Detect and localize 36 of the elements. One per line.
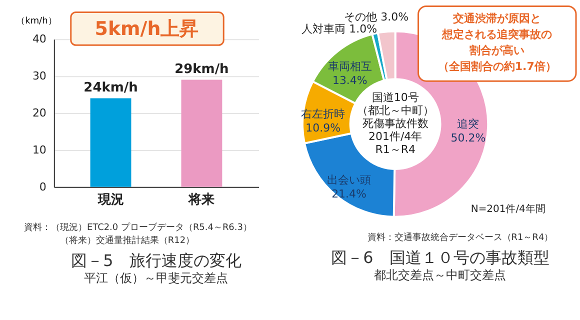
y-tick-label: 0 (39, 180, 46, 194)
text: 都北交差点～中町交差点 (374, 268, 506, 282)
y-axis-title: （km/h） (16, 16, 57, 27)
y-tick-label: 30 (32, 70, 46, 83)
data-label: 10.9% (306, 121, 341, 134)
y-tick-label: 10 (32, 143, 46, 156)
text: 割合が高い (468, 44, 525, 58)
data-label: 29km/h (174, 62, 229, 77)
text: 想定される追突事故の (441, 28, 552, 42)
text: （全国割合の約1.7倍） (438, 60, 556, 74)
slice-label: 出会い頭 (327, 173, 372, 186)
text: （将来）交通量推計結果（R12） (60, 234, 195, 246)
text: 国道10号 (372, 91, 419, 104)
text: N=201件/4年間 (470, 202, 546, 215)
text: 資料：交通事故統合データベース（R1～R4） (367, 232, 554, 243)
data-label: 50.2% (450, 132, 486, 145)
y-tick-label: 20 (32, 106, 46, 120)
text: 平江（仮）～甲斐元交差点 (84, 270, 228, 285)
data-label: 13.4% (332, 74, 368, 88)
slice-label: 車両相互 (328, 60, 372, 74)
text: 交通渋滞が原因と (452, 12, 542, 26)
text: 資料：（現況）ETC2.0 プローブデータ（R5.4～R6.3） (24, 222, 252, 233)
annotation: 5km/h上昇 (94, 18, 199, 40)
text: 図－6 国道１０号の事故類型 (331, 248, 550, 267)
x-tick-label: 将来 (188, 192, 215, 208)
x-tick-label: 現況 (96, 192, 124, 208)
text: R1～R4 (375, 142, 416, 156)
slice-label: 人対車両 1.0% (302, 22, 378, 36)
slice-label: その他 3.0% (344, 10, 409, 24)
slice-label: 追突 (457, 118, 480, 131)
y-tick-label: 40 (32, 32, 46, 46)
text: 201件/4年 (368, 130, 422, 144)
data-label: 24km/h (84, 80, 138, 96)
text: 死傷事故件数 (362, 117, 428, 130)
text: （都北～中町） (356, 104, 434, 118)
text: 図－5 旅行速度の変化 (71, 250, 242, 270)
